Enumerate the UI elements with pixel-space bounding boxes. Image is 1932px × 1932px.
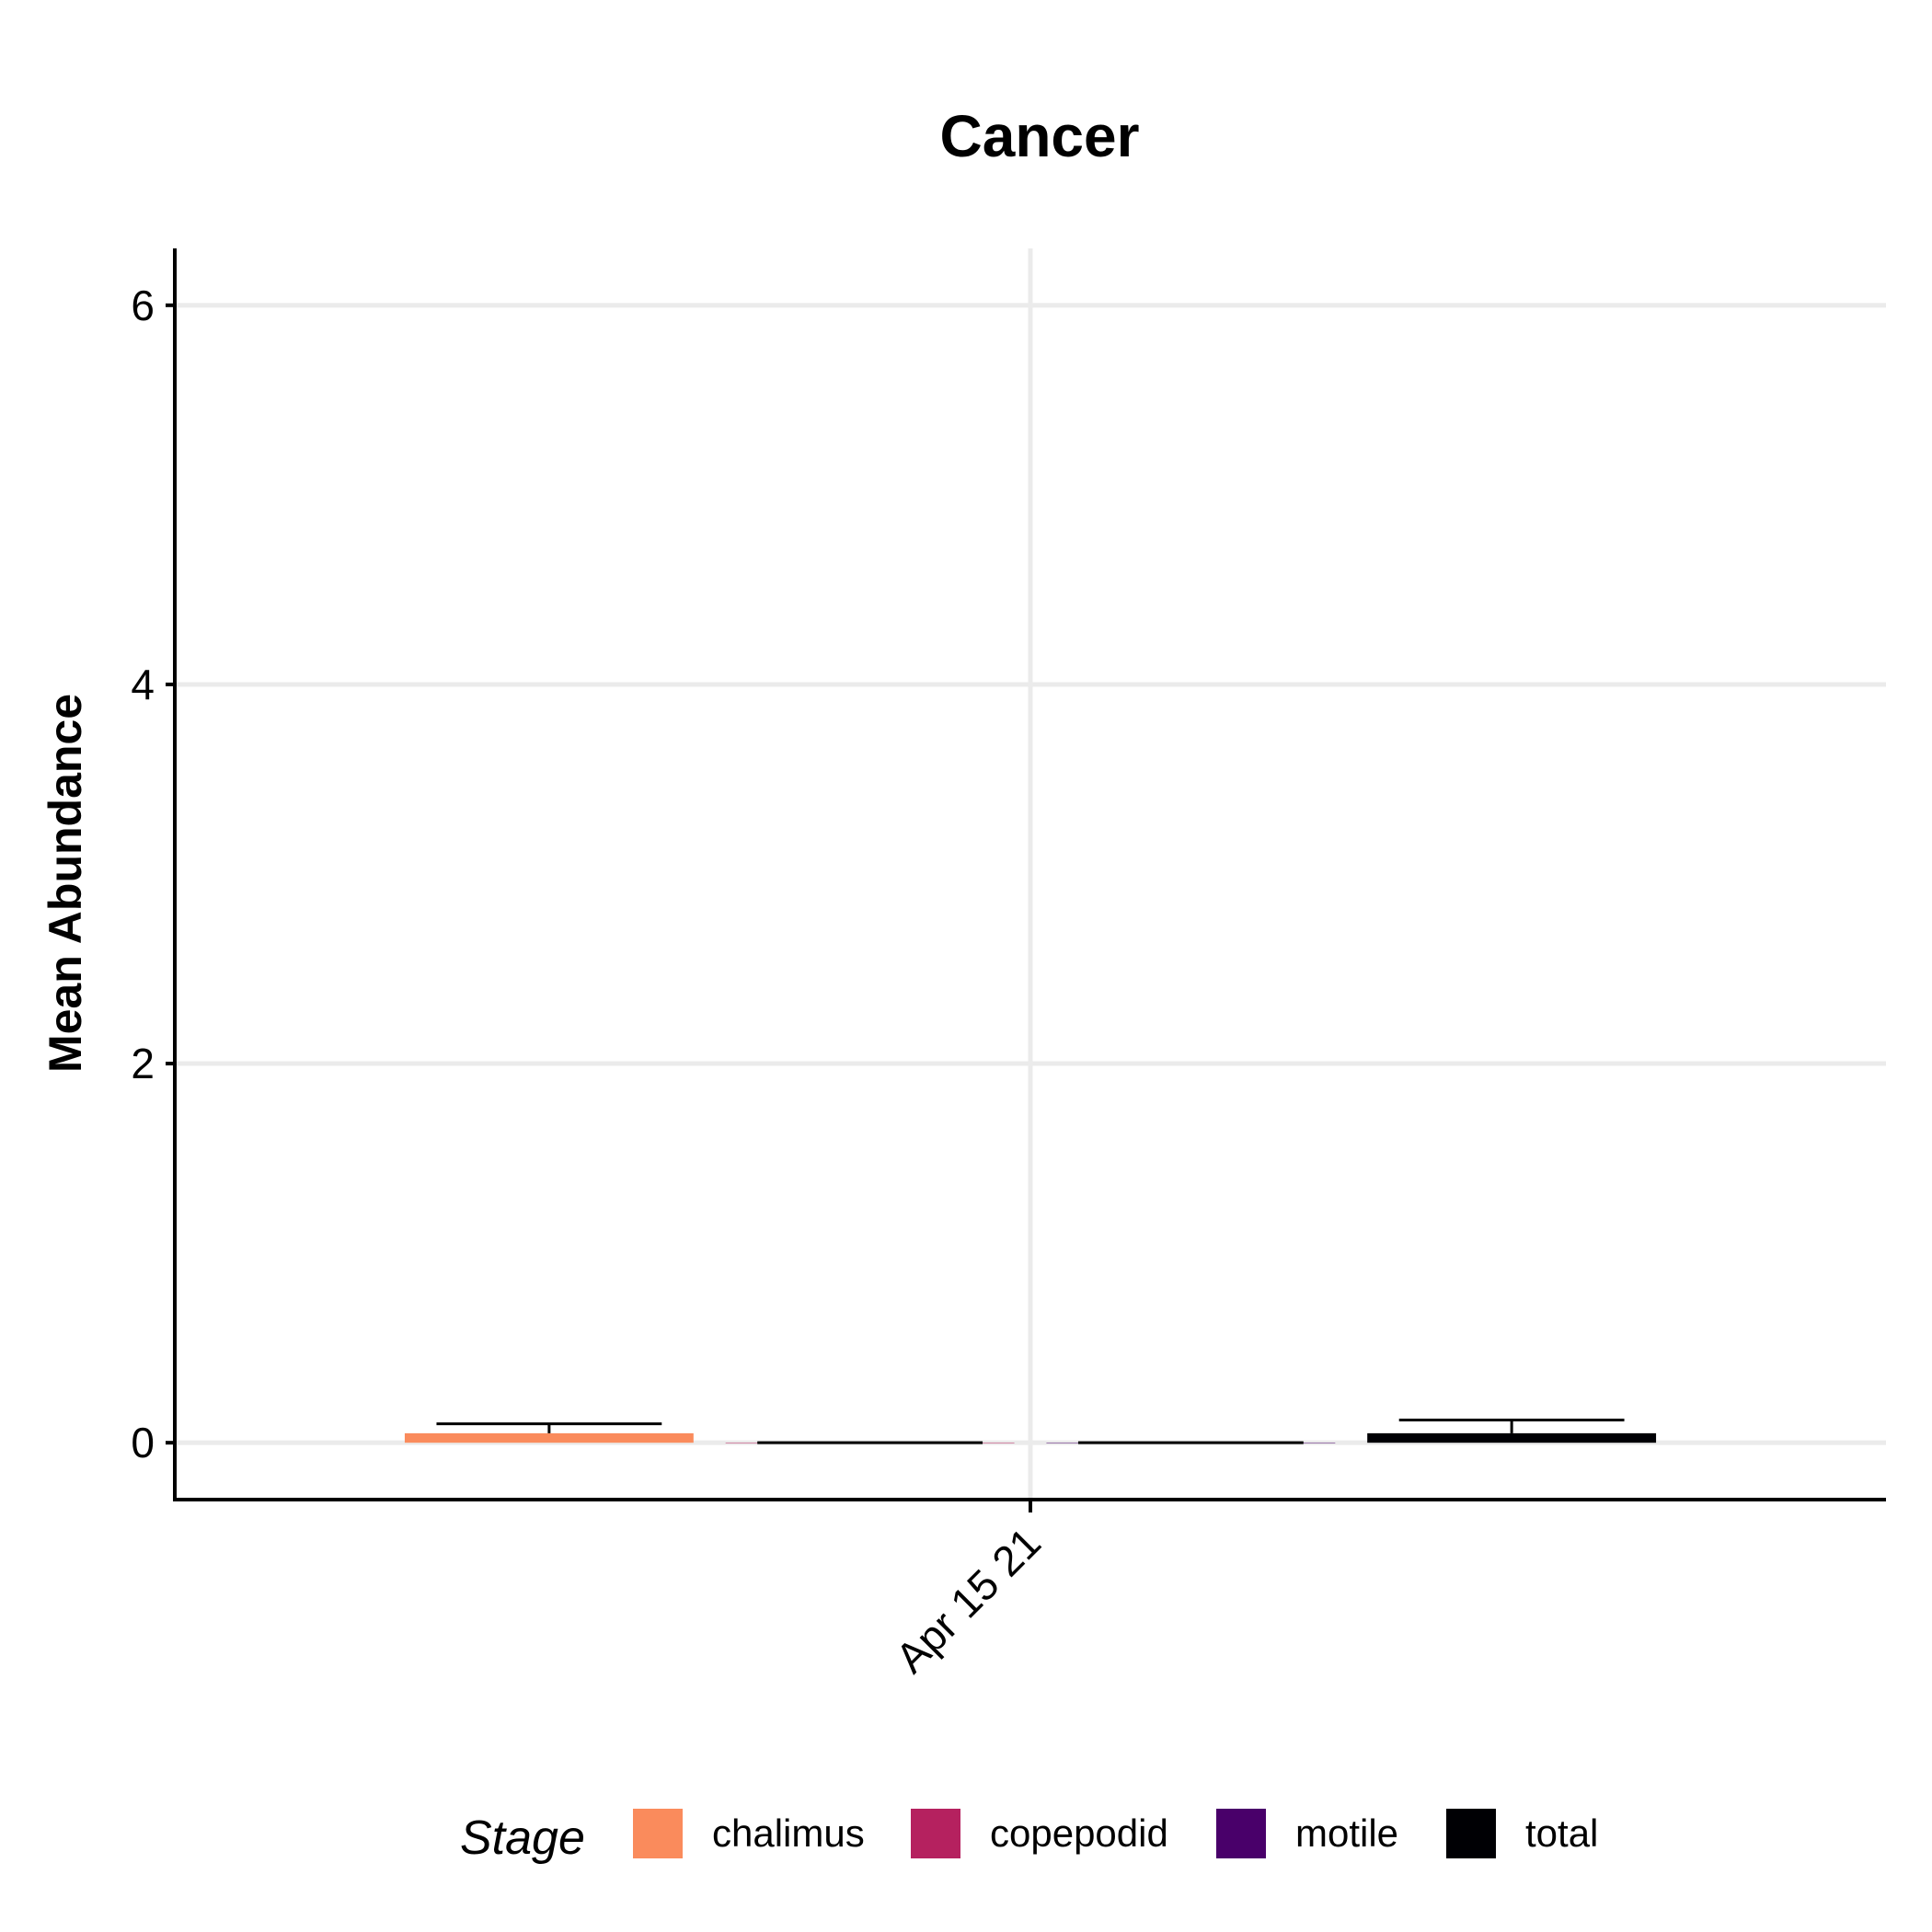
y-tick-label: 0 bbox=[131, 1419, 155, 1466]
chart-title: Cancer bbox=[940, 103, 1140, 169]
bar-total bbox=[1367, 1432, 1657, 1443]
legend-swatch-copepodid bbox=[911, 1809, 960, 1858]
legend-label-copepodid: copepodid bbox=[990, 1811, 1168, 1855]
legend-swatch-chalimus bbox=[633, 1809, 683, 1858]
legend: Stage chalimus copepodid motile total bbox=[460, 1809, 1598, 1865]
bar-chalimus bbox=[404, 1432, 694, 1443]
legend-swatch-motile bbox=[1216, 1809, 1266, 1858]
y-axis-title: Mean Abundance bbox=[40, 694, 91, 1073]
y-tick-label: 4 bbox=[131, 661, 155, 708]
x-tick-label: Apr 15 21 bbox=[886, 1518, 1050, 1682]
y-tick-label: 6 bbox=[131, 282, 155, 329]
legend-title: Stage bbox=[460, 1811, 585, 1865]
legend-label-motile: motile bbox=[1295, 1811, 1398, 1855]
grid-lines bbox=[175, 248, 1886, 1500]
axes: 0 2 4 6 Apr 15 21 bbox=[131, 248, 1886, 1682]
legend-swatch-total bbox=[1446, 1809, 1496, 1858]
error-bars bbox=[436, 1418, 1625, 1444]
y-tick-label: 2 bbox=[131, 1040, 155, 1087]
legend-label-chalimus: chalimus bbox=[712, 1811, 865, 1855]
legend-label-total: total bbox=[1525, 1811, 1598, 1855]
